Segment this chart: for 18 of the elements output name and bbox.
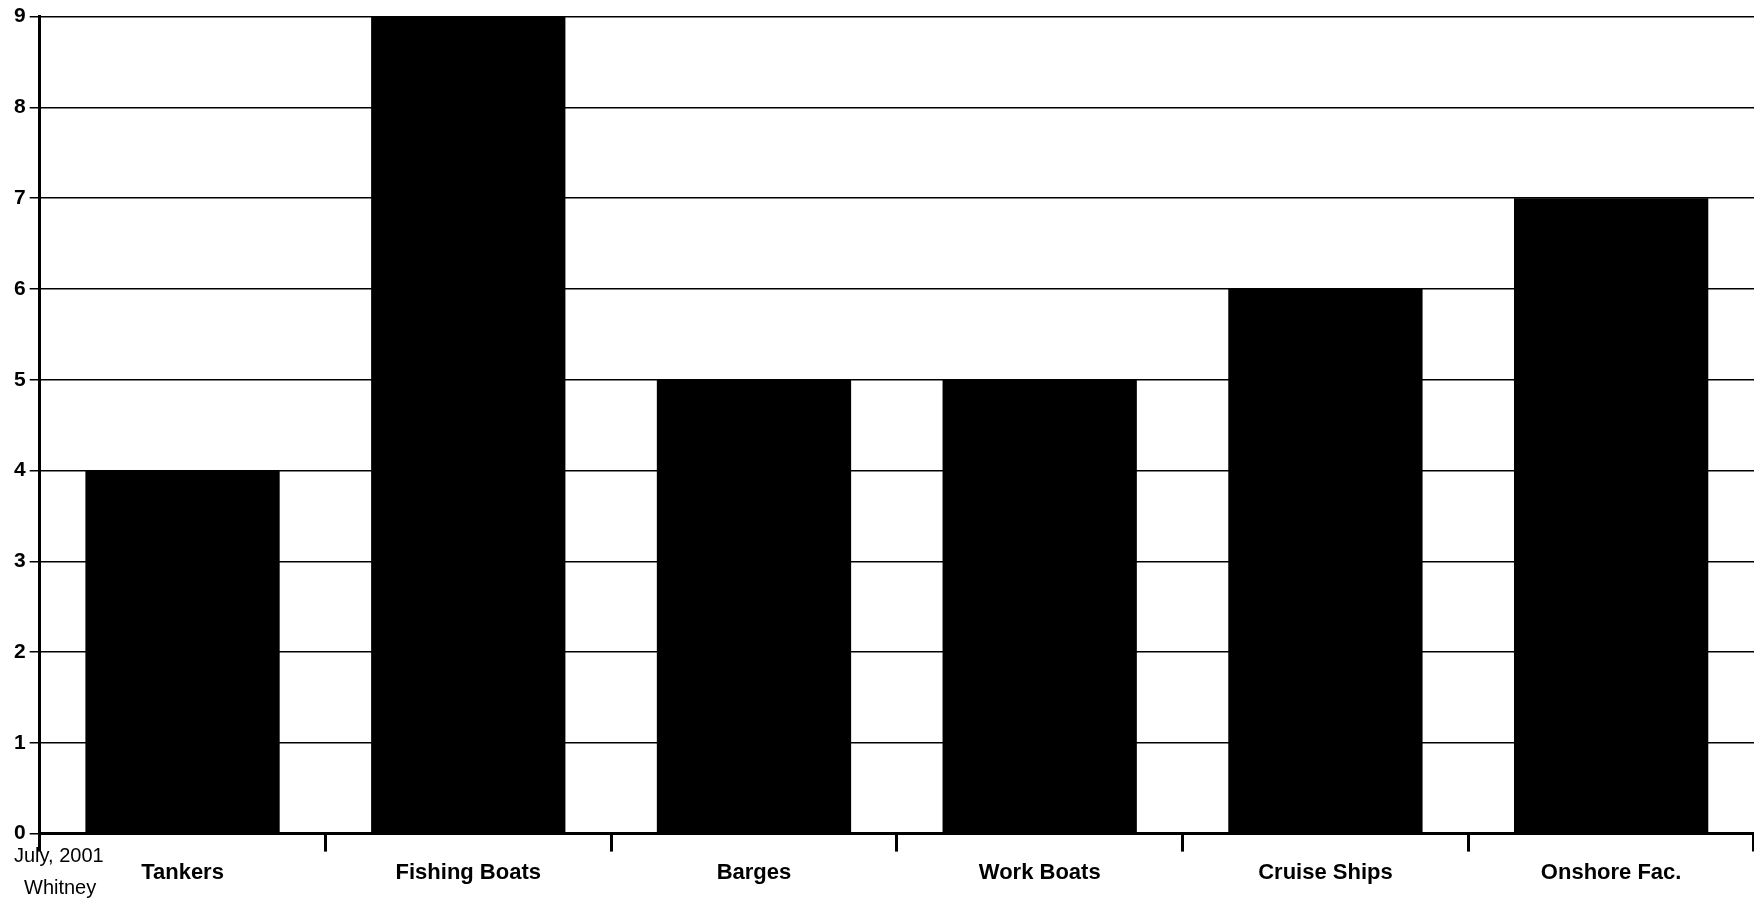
- x-tick-label: Onshore Fac.: [1540, 858, 1682, 884]
- text: Whitney: [24, 875, 97, 898]
- x-tick-label: Work Boats: [978, 858, 1101, 884]
- x-tick-label: Barges: [716, 858, 792, 884]
- y-tick-label: 3: [13, 548, 26, 572]
- y-tick-label: 9: [13, 3, 26, 27]
- y-tick-label: 4: [13, 457, 26, 481]
- x-tick-label: Tankers: [141, 858, 224, 884]
- y-tick-label: 7: [13, 184, 26, 208]
- y-tick-label: 8: [13, 94, 26, 118]
- y-tick-label: 5: [13, 366, 26, 390]
- y-tick-label: 6: [13, 275, 26, 299]
- x-tick-label: Cruise Ships: [1258, 858, 1393, 884]
- text: July, 2001: [14, 843, 104, 866]
- x-tick-label: Fishing Boats: [395, 858, 541, 884]
- y-tick-label: 1: [13, 729, 26, 753]
- y-tick-label: 0: [13, 820, 26, 844]
- y-tick-label: 2: [13, 638, 26, 662]
